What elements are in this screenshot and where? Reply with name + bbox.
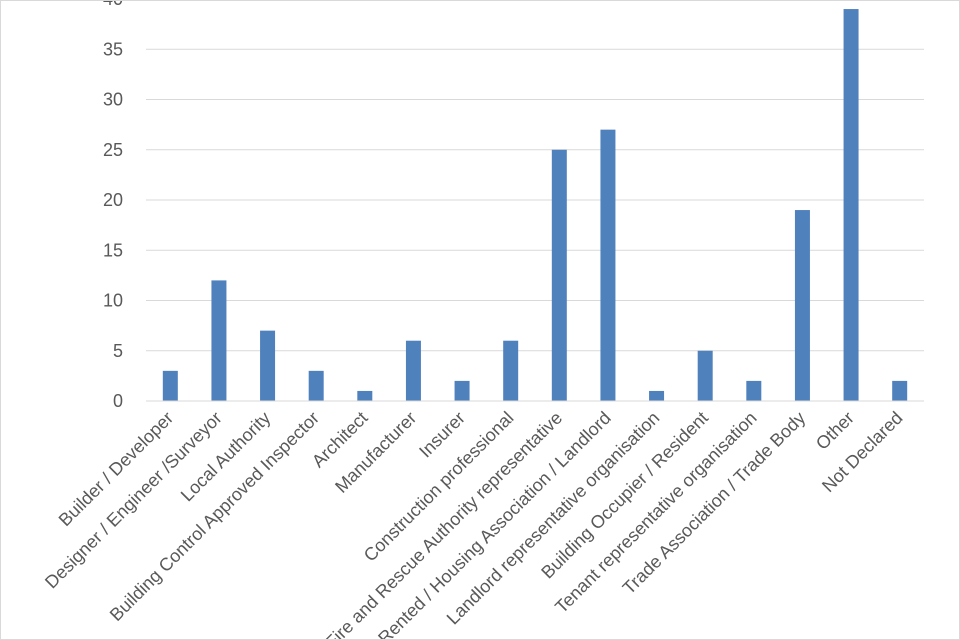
y-tick-label: 30: [103, 90, 123, 110]
bar: [600, 129, 616, 401]
bar: [357, 390, 373, 401]
bar: [843, 9, 859, 402]
bar: [503, 340, 519, 401]
bar: [551, 149, 567, 401]
bar: [649, 390, 665, 401]
bar: [746, 380, 762, 401]
y-tick-labels: 0 5 10 15 20 25 30 35 40: [103, 1, 123, 411]
gridlines: [146, 48, 924, 352]
y-tick-label: 15: [103, 240, 123, 260]
bar: [454, 380, 470, 401]
category-label: Designer / Engineer /Surveyor: [41, 408, 226, 593]
bar: [794, 210, 810, 401]
category-label: Other: [812, 408, 858, 454]
bar: [892, 380, 908, 401]
bar: [162, 370, 178, 401]
bar: [697, 350, 713, 401]
bar: [405, 340, 421, 401]
y-tick-label: 5: [113, 341, 123, 361]
y-tick-label: 40: [103, 1, 123, 9]
y-tick-label: 10: [103, 291, 123, 311]
bar: [211, 280, 227, 401]
y-tick-label: 0: [113, 391, 123, 411]
y-tick-label: 20: [103, 190, 123, 210]
bar: [308, 370, 324, 401]
bars: [162, 9, 908, 402]
bar: [260, 330, 276, 401]
y-tick-label: 35: [103, 39, 123, 59]
y-tick-label: 25: [103, 140, 123, 160]
